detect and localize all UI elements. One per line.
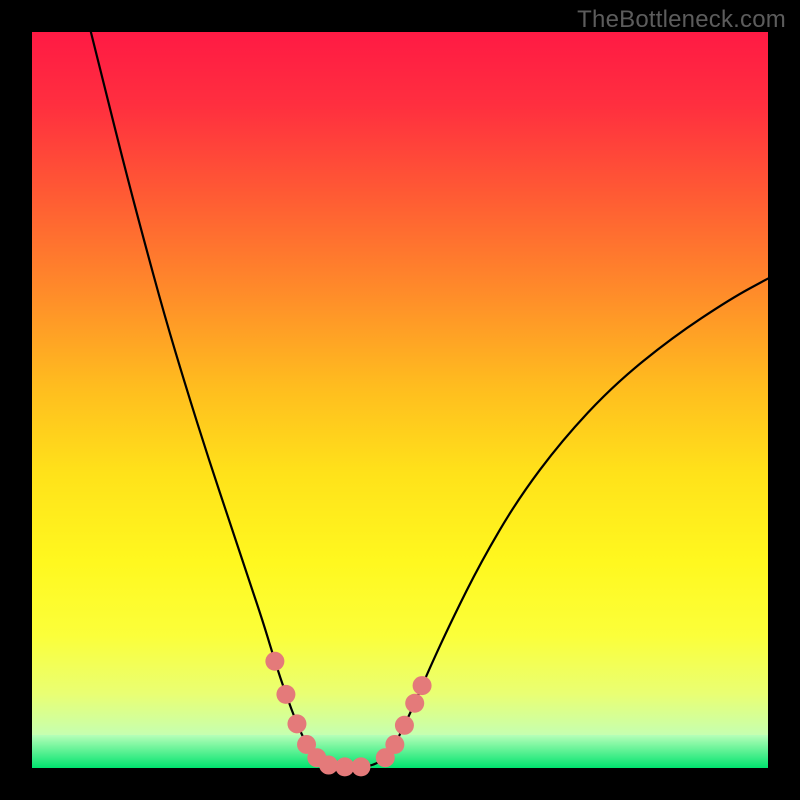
chart-overlay — [32, 32, 768, 768]
data-marker — [351, 757, 370, 776]
marker-cluster-left — [265, 652, 370, 777]
bottleneck-curve — [91, 32, 768, 767]
plot-area — [32, 32, 768, 768]
data-marker — [405, 694, 424, 713]
data-marker — [413, 676, 432, 695]
data-marker — [385, 735, 404, 754]
data-marker — [395, 716, 414, 735]
chart-stage: TheBottleneck.com — [0, 0, 800, 800]
data-marker — [276, 685, 295, 704]
data-marker — [265, 652, 284, 671]
data-marker — [319, 756, 338, 775]
marker-cluster-right — [376, 676, 432, 767]
watermark-text: TheBottleneck.com — [577, 6, 786, 34]
data-marker — [335, 757, 354, 776]
data-marker — [287, 714, 306, 733]
